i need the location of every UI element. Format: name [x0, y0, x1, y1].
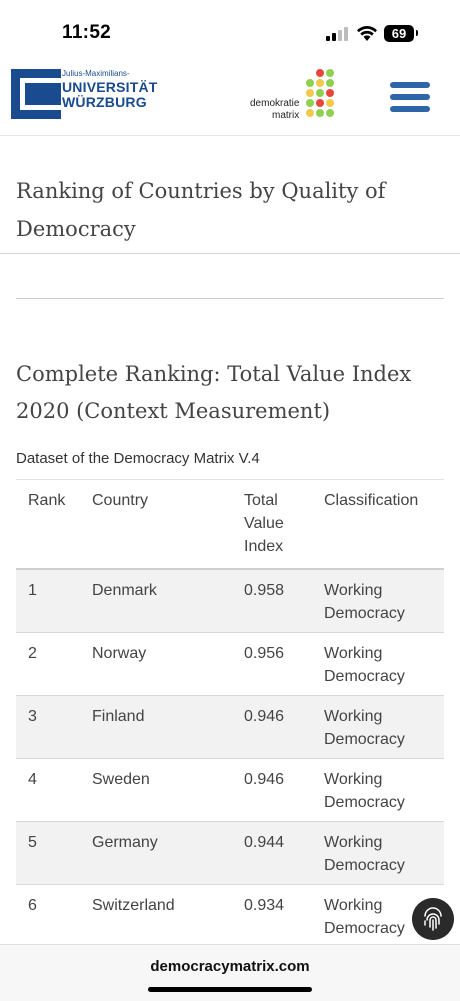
cell-country: Finland: [80, 695, 232, 759]
cell-index: 0.944: [232, 821, 312, 885]
table-row: 1 Denmark 0.958 Working Democracy: [16, 569, 444, 633]
cell-country: Norway: [80, 632, 232, 696]
university-name-small: Julius-Maximilians-: [62, 69, 130, 78]
header-rank: Rank: [16, 479, 80, 570]
divider: [0, 253, 460, 254]
header-country: Country: [80, 479, 232, 570]
cell-index: 0.958: [232, 569, 312, 633]
table-caption: Dataset of the Democracy Matrix V.4: [16, 450, 260, 467]
university-name-line1: UNIVERSITÄT: [62, 79, 158, 95]
cell-classification: Working Democracy: [312, 821, 444, 885]
header-classification: Classification: [312, 479, 444, 570]
cell-rank: 5: [16, 821, 80, 885]
table-row: 4 Sweden 0.946 Working Democracy: [16, 758, 444, 822]
project-name-line1: demokratie: [250, 98, 300, 109]
status-bar: 11:52 69: [0, 0, 460, 62]
cell-classification: Working Democracy: [312, 569, 444, 633]
cell-country: Switzerland: [80, 884, 232, 948]
divider: [16, 298, 444, 299]
table-header-row: Rank Country Total Value Index Classific…: [16, 479, 444, 570]
header-total-value-index: Total Value Index: [232, 479, 312, 570]
cell-rank: 1: [16, 569, 80, 633]
status-time: 11:52: [62, 22, 112, 43]
section-title: Complete Ranking: Total Value Index 2020…: [16, 362, 412, 423]
cell-classification: Working Democracy: [312, 758, 444, 822]
cell-index: 0.946: [232, 695, 312, 759]
cell-index: 0.946: [232, 758, 312, 822]
battery-icon: 69: [384, 25, 414, 42]
cell-rank: 3: [16, 695, 80, 759]
home-indicator[interactable]: [148, 987, 312, 992]
hamburger-menu-icon[interactable]: [390, 81, 430, 113]
site-header: Julius-Maximilians- UNIVERSITÄT WÜRZBURG…: [0, 62, 460, 136]
cell-country: Denmark: [80, 569, 232, 633]
wifi-icon: [357, 25, 377, 41]
cell-classification: Working Democracy: [312, 632, 444, 696]
battery-tip: [416, 30, 418, 36]
cell-index: 0.934: [232, 884, 312, 948]
cell-rank: 6: [16, 884, 80, 948]
url-text[interactable]: democracymatrix.com: [150, 958, 310, 975]
cell-country: Germany: [80, 821, 232, 885]
cell-index: 0.956: [232, 632, 312, 696]
signal-icon: [326, 27, 348, 41]
university-logo-icon[interactable]: [11, 69, 61, 119]
cell-classification: Working Democracy: [312, 695, 444, 759]
table-row: 3 Finland 0.946 Working Democracy: [16, 695, 444, 759]
table-row: 2 Norway 0.956 Working Democracy: [16, 632, 444, 696]
ranking-table: Rank Country Total Value Index Classific…: [16, 479, 444, 948]
democracy-matrix-logo-icon[interactable]: [302, 69, 338, 121]
university-name-line2: WÜRZBURG: [62, 94, 147, 110]
cell-rank: 2: [16, 632, 80, 696]
project-name-line2: matrix: [272, 110, 300, 121]
page-title: Ranking of Countries by Quality of Democ…: [16, 179, 386, 241]
browser-url-bar[interactable]: democracymatrix.com: [0, 944, 460, 1001]
fingerprint-icon[interactable]: [412, 898, 454, 940]
table-row: 5 Germany 0.944 Working Democracy: [16, 821, 444, 885]
cell-country: Sweden: [80, 758, 232, 822]
table-row: 6 Switzerland 0.934 Working Democracy: [16, 884, 444, 948]
cell-rank: 4: [16, 758, 80, 822]
